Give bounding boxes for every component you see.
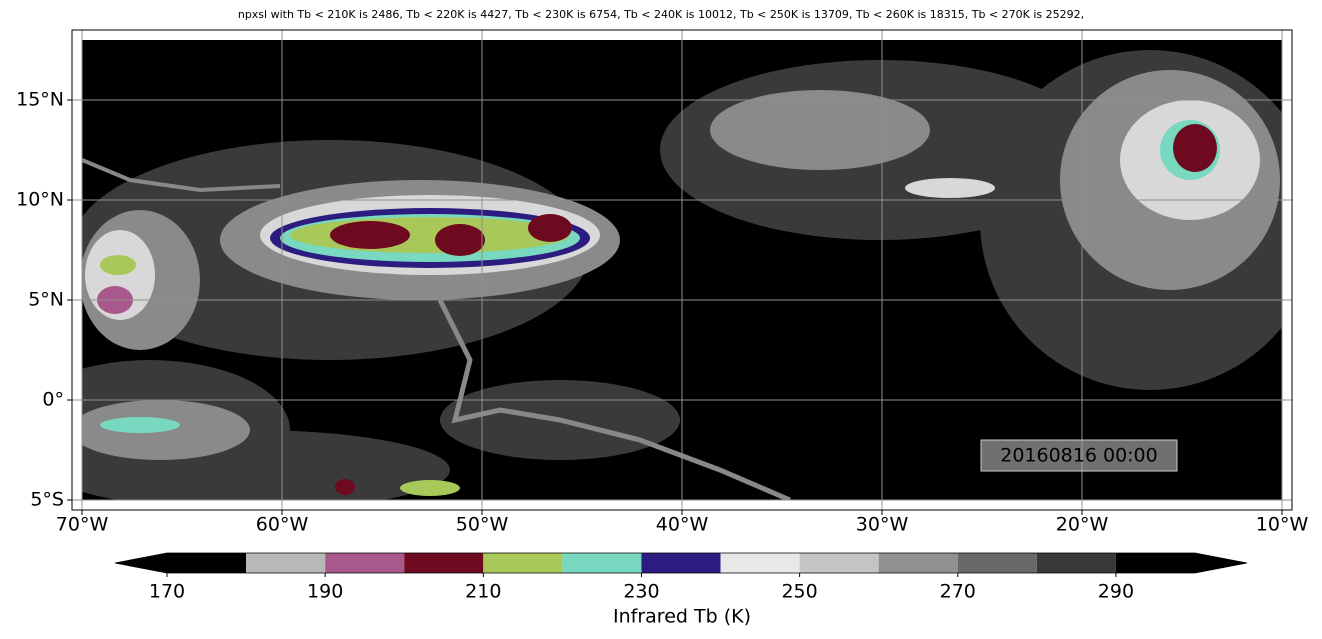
colorbar-segment <box>641 553 721 573</box>
timestamp-box <box>980 439 1178 472</box>
title: npxsl with Tb < 210K is 2486, Tb < 220K … <box>238 8 1084 21</box>
colorbar-tick-label: 230 <box>623 581 659 603</box>
colorbar-segment <box>246 553 326 573</box>
y-tick-label: 15°N <box>16 89 64 111</box>
timestamp: 20160816 00:00 <box>1000 445 1158 467</box>
y-tick-label: 10°N <box>16 189 64 211</box>
colorbar-segment <box>483 553 563 573</box>
y-tick-label: 0° <box>42 389 64 411</box>
y-tick-label: 5°N <box>28 289 64 311</box>
colorbar-tick-label: 170 <box>149 581 185 603</box>
colorbar-segment <box>404 553 484 573</box>
colorbar-segment <box>167 553 247 573</box>
colorbar-extend-min <box>115 553 167 573</box>
x-tick-label: 70°W <box>56 514 109 536</box>
colorbar-label: Infrared Tb (K) <box>613 606 751 628</box>
colorbar-segment <box>562 553 642 573</box>
colorbar-tick-label: 270 <box>940 581 976 603</box>
x-tick-label: 50°W <box>456 514 509 536</box>
grid <box>72 30 1292 510</box>
colorbar-segment <box>878 553 958 573</box>
colorbar-tick-label: 210 <box>465 581 501 603</box>
colorbar-tick-label: 190 <box>307 581 343 603</box>
y-tick-label: 5°S <box>30 489 64 511</box>
x-tick-label: 10°W <box>1256 514 1309 536</box>
colorbar-segment <box>1036 553 1116 573</box>
coastline <box>82 158 281 193</box>
colorbar-segment <box>799 553 879 573</box>
colorbar-tick-label: 250 <box>781 581 817 603</box>
x-tick-label: 60°W <box>256 514 309 536</box>
colorbar-extend-max <box>1195 553 1247 573</box>
x-tick-label: 20°W <box>1056 514 1109 536</box>
coastline <box>437 298 791 500</box>
x-tick-label: 30°W <box>856 514 909 536</box>
convection <box>97 120 1220 496</box>
colorbar-segment <box>1115 553 1195 573</box>
x-tick-label: 40°W <box>656 514 709 536</box>
colorbar-segment <box>325 553 405 573</box>
colorbar-segment <box>957 553 1037 573</box>
colorbar-segment <box>720 553 800 573</box>
colorbar-tick-label: 290 <box>1098 581 1134 603</box>
